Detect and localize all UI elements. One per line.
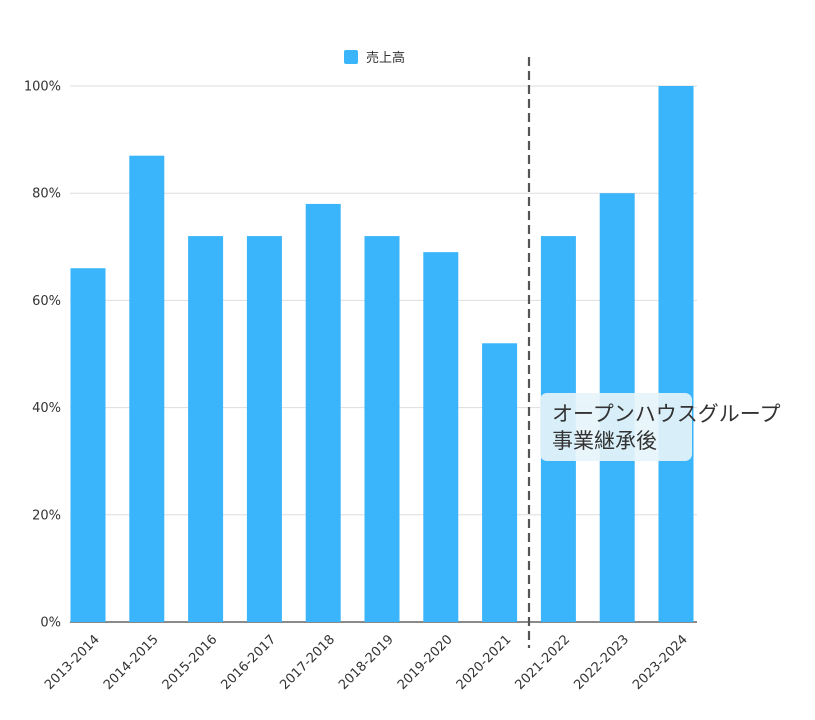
y-tick-label: 80%: [32, 187, 61, 202]
bars: [70, 86, 694, 623]
bar: [482, 343, 518, 622]
annotation-line-1: オープンハウスグループ: [552, 402, 781, 426]
bar: [188, 236, 224, 622]
x-tick-label: 2021-2022: [513, 632, 574, 693]
y-tick-label: 20%: [32, 508, 61, 523]
x-tick-label: 2018-2019: [336, 632, 397, 693]
y-tick-label: 60%: [32, 294, 61, 309]
x-tick-label: 2013-2014: [42, 632, 103, 693]
x-axis-ticks: 2013-20142014-20152015-20162016-20172017…: [42, 632, 691, 693]
legend: 売上高: [344, 50, 405, 66]
x-tick-label: 2016-2017: [219, 632, 280, 693]
x-tick-label: 2015-2016: [160, 632, 221, 693]
x-tick-label: 2022-2023: [571, 632, 632, 693]
x-tick-label: 2023-2024: [630, 632, 691, 693]
annotation-box: オープンハウスグループ 事業継承後: [540, 393, 781, 461]
bar: [423, 252, 459, 622]
x-tick-label: 2017-2018: [277, 632, 338, 693]
bar: [70, 268, 106, 622]
x-tick-label: 2020-2021: [454, 632, 515, 693]
legend-swatch: [344, 50, 358, 64]
y-tick-label: 40%: [32, 401, 61, 416]
bar: [246, 236, 282, 622]
y-axis-ticks: 0% 20% 40% 60% 80% 100%: [24, 80, 61, 631]
y-tick-label: 100%: [24, 80, 61, 95]
x-tick-label: 2019-2020: [395, 632, 456, 693]
y-tick-label: 0%: [40, 616, 61, 631]
bar: [129, 155, 165, 622]
bar: [658, 86, 694, 622]
annotation-line-2: 事業継承後: [552, 429, 657, 453]
bar: [305, 203, 341, 623]
x-tick-label: 2014-2015: [101, 632, 162, 693]
bar: [364, 236, 400, 622]
legend-label: 売上高: [366, 50, 405, 66]
